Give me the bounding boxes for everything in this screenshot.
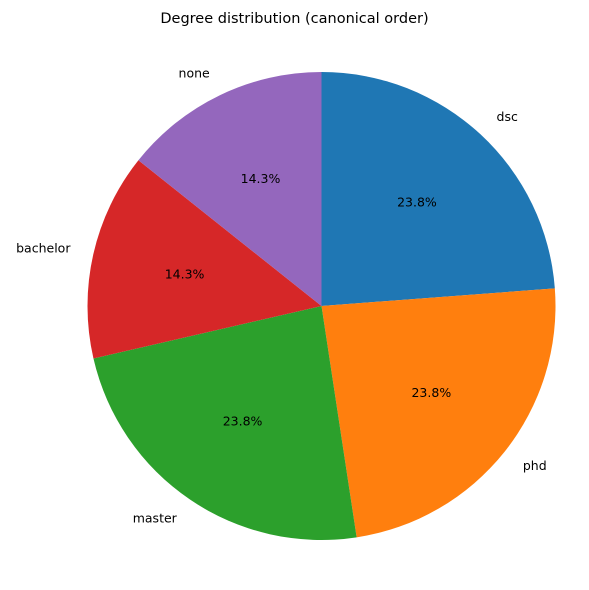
slice-percent-bachelor: 14.3% [165,266,205,281]
pie-slice-master [93,306,357,540]
pie-slice-dsc [321,72,555,306]
pie-percent-labels: 23.8% 23.8% 23.8% 14.3% 14.3% [165,171,452,429]
slice-percent-none: 14.3% [241,171,281,186]
slice-label-master: master [133,510,178,525]
pie-slice-bachelor [87,160,322,359]
pie-category-labels: dsc phd master bachelor none [16,66,547,526]
slice-label-dsc: dsc [497,109,518,124]
pie-slice-phd [321,288,556,538]
slice-label-bachelor: bachelor [16,241,71,256]
pie-slices [87,71,556,540]
slice-percent-dsc: 23.8% [397,195,437,210]
slice-percent-phd: 23.8% [411,385,451,400]
slice-percent-master: 23.8% [223,414,263,429]
chart-title: Degree distribution (canonical order) [160,11,428,27]
slice-label-none: none [179,66,210,81]
pie-slice-none [138,71,322,306]
slice-label-phd: phd [523,458,547,473]
